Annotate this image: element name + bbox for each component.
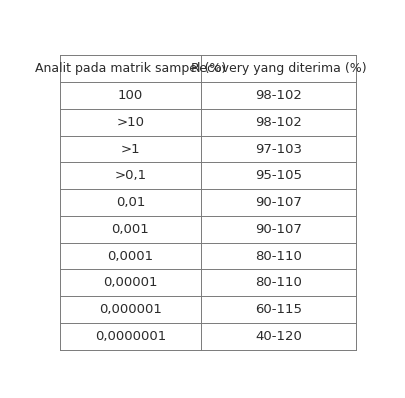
Text: 100: 100 xyxy=(117,89,143,102)
Text: 0,001: 0,001 xyxy=(111,223,149,236)
Text: 80-110: 80-110 xyxy=(254,276,301,289)
Text: >0,1: >0,1 xyxy=(114,169,146,182)
Text: 90-107: 90-107 xyxy=(254,223,301,236)
Text: 98-102: 98-102 xyxy=(254,116,301,129)
Text: 0,01: 0,01 xyxy=(115,196,145,209)
Text: >1: >1 xyxy=(120,142,140,156)
Text: 90-107: 90-107 xyxy=(254,196,301,209)
Text: 0,0001: 0,0001 xyxy=(107,250,153,263)
Text: >10: >10 xyxy=(116,116,144,129)
Text: 60-115: 60-115 xyxy=(254,303,301,316)
Text: Analit pada matrik sampel (%): Analit pada matrik sampel (%) xyxy=(35,62,226,75)
Text: 0,0000001: 0,0000001 xyxy=(95,330,166,343)
Text: 80-110: 80-110 xyxy=(254,250,301,263)
Text: 0,000001: 0,000001 xyxy=(99,303,162,316)
Text: 40-120: 40-120 xyxy=(254,330,301,343)
Text: 0,00001: 0,00001 xyxy=(103,276,157,289)
Text: 95-105: 95-105 xyxy=(254,169,301,182)
Text: 97-103: 97-103 xyxy=(254,142,301,156)
Text: 98-102: 98-102 xyxy=(254,89,301,102)
Text: Recovery yang diterima (%): Recovery yang diterima (%) xyxy=(190,62,365,75)
